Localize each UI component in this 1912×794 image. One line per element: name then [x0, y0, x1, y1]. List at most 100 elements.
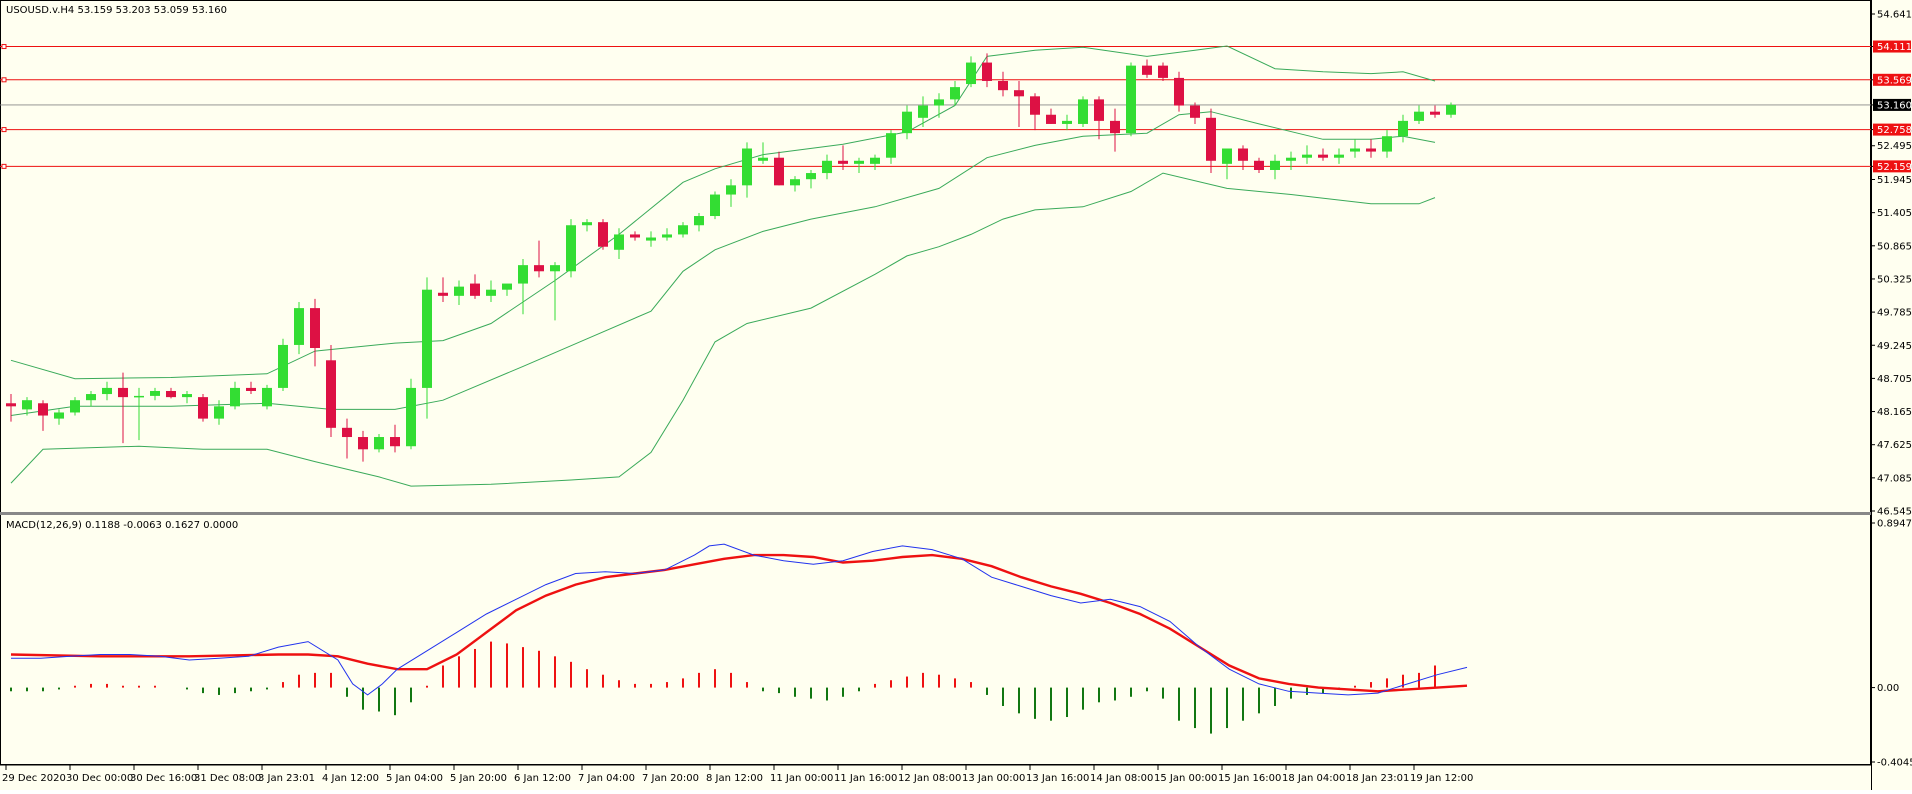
candle-body[interactable]	[710, 194, 720, 217]
candle-body[interactable]	[886, 133, 896, 158]
candle-body[interactable]	[102, 387, 112, 395]
candle-body[interactable]	[54, 412, 64, 419]
candle-body[interactable]	[454, 286, 464, 296]
candle-body[interactable]	[758, 157, 768, 161]
candle-body[interactable]	[550, 265, 560, 272]
candle-body[interactable]	[854, 160, 864, 164]
candle-body[interactable]	[262, 387, 272, 407]
candle-body[interactable]	[790, 179, 800, 186]
candle-body[interactable]	[470, 283, 480, 296]
candle-body[interactable]	[838, 160, 848, 164]
line-handle[interactable]	[1, 163, 7, 169]
candle-body[interactable]	[1046, 114, 1056, 124]
macd-pane[interactable]	[10, 543, 1468, 734]
candle-body[interactable]	[86, 394, 96, 401]
candle-body[interactable]	[726, 185, 736, 195]
candle-body[interactable]	[1030, 96, 1040, 115]
candle-body[interactable]	[1446, 104, 1456, 115]
price-pane[interactable]	[0, 44, 1871, 487]
candle-body[interactable]	[326, 360, 336, 428]
candle-body[interactable]	[70, 400, 80, 413]
candle-body[interactable]	[694, 216, 704, 226]
candle-body[interactable]	[38, 403, 48, 416]
candle-body[interactable]	[646, 237, 656, 241]
candle-body[interactable]	[598, 222, 608, 247]
candle-body[interactable]	[1350, 148, 1360, 152]
candle-body[interactable]	[1430, 111, 1440, 115]
candle-body[interactable]	[246, 387, 256, 391]
candle-body[interactable]	[822, 160, 832, 174]
candle-body[interactable]	[1286, 157, 1296, 161]
candle-body[interactable]	[1334, 154, 1344, 158]
candle-body[interactable]	[118, 387, 128, 398]
candle-body[interactable]	[166, 390, 176, 398]
candle-body[interactable]	[486, 289, 496, 296]
candle-body[interactable]	[390, 437, 400, 447]
candle-body[interactable]	[1318, 154, 1328, 158]
candle-body[interactable]	[422, 289, 432, 388]
candle-body[interactable]	[182, 394, 192, 398]
candle-body[interactable]	[678, 225, 688, 235]
candle-body[interactable]	[134, 395, 144, 398]
candle-body[interactable]	[342, 427, 352, 438]
candle-body[interactable]	[214, 406, 224, 419]
candle-body[interactable]	[310, 308, 320, 349]
candle-body[interactable]	[774, 157, 784, 186]
line-handle[interactable]	[1, 44, 7, 50]
candle-body[interactable]	[1078, 99, 1088, 124]
candle-body[interactable]	[374, 437, 384, 450]
candle-body[interactable]	[1142, 65, 1152, 75]
candle-body[interactable]	[1414, 111, 1424, 121]
line-handle[interactable]	[1, 77, 7, 83]
candle-body[interactable]	[1014, 90, 1024, 97]
candle-body[interactable]	[230, 387, 240, 407]
candle-body[interactable]	[742, 148, 752, 186]
candle-body[interactable]	[614, 234, 624, 250]
candle-body[interactable]	[982, 62, 992, 81]
candle-body[interactable]	[950, 87, 960, 100]
candle-body[interactable]	[1062, 120, 1072, 124]
candle-body[interactable]	[1174, 77, 1184, 106]
candle-body[interactable]	[150, 390, 160, 396]
candle-body[interactable]	[1366, 148, 1376, 152]
candle-body[interactable]	[406, 387, 416, 447]
candle-body[interactable]	[1254, 160, 1264, 170]
candle-body[interactable]	[22, 400, 32, 410]
candle-body[interactable]	[966, 62, 976, 85]
candle-body[interactable]	[662, 234, 672, 238]
candle-body[interactable]	[1270, 160, 1280, 170]
candle-body[interactable]	[1190, 105, 1200, 118]
candle-body[interactable]	[1238, 148, 1248, 161]
candle-body[interactable]	[918, 105, 928, 118]
pane-separator[interactable]	[0, 512, 1871, 515]
candle-body[interactable]	[358, 437, 368, 450]
candle-body[interactable]	[1206, 117, 1216, 161]
candle-body[interactable]	[6, 403, 16, 407]
candle-body[interactable]	[998, 80, 1008, 91]
candle-body[interactable]	[438, 292, 448, 296]
candle-body[interactable]	[518, 265, 528, 284]
candle-body[interactable]	[934, 99, 944, 106]
candle-body[interactable]	[1382, 136, 1392, 152]
line-handle[interactable]	[1, 127, 7, 133]
candle-body[interactable]	[1094, 99, 1104, 121]
candle-body[interactable]	[278, 344, 288, 388]
candle-body[interactable]	[198, 397, 208, 419]
candle-body[interactable]	[1222, 148, 1232, 164]
candle-body[interactable]	[630, 234, 640, 238]
candle-body[interactable]	[566, 225, 576, 272]
candle-body[interactable]	[1302, 154, 1312, 158]
candle-body[interactable]	[582, 222, 592, 226]
candle-body[interactable]	[870, 157, 880, 164]
candle-body[interactable]	[902, 111, 912, 134]
candle-body[interactable]	[534, 265, 544, 272]
candle-body[interactable]	[1158, 65, 1168, 78]
candle-body[interactable]	[1126, 65, 1136, 134]
candle-body[interactable]	[1398, 120, 1408, 137]
candle-body[interactable]	[502, 283, 512, 290]
candle-body[interactable]	[294, 308, 304, 345]
candle-body[interactable]	[806, 173, 816, 180]
candle-body[interactable]	[1110, 120, 1120, 134]
